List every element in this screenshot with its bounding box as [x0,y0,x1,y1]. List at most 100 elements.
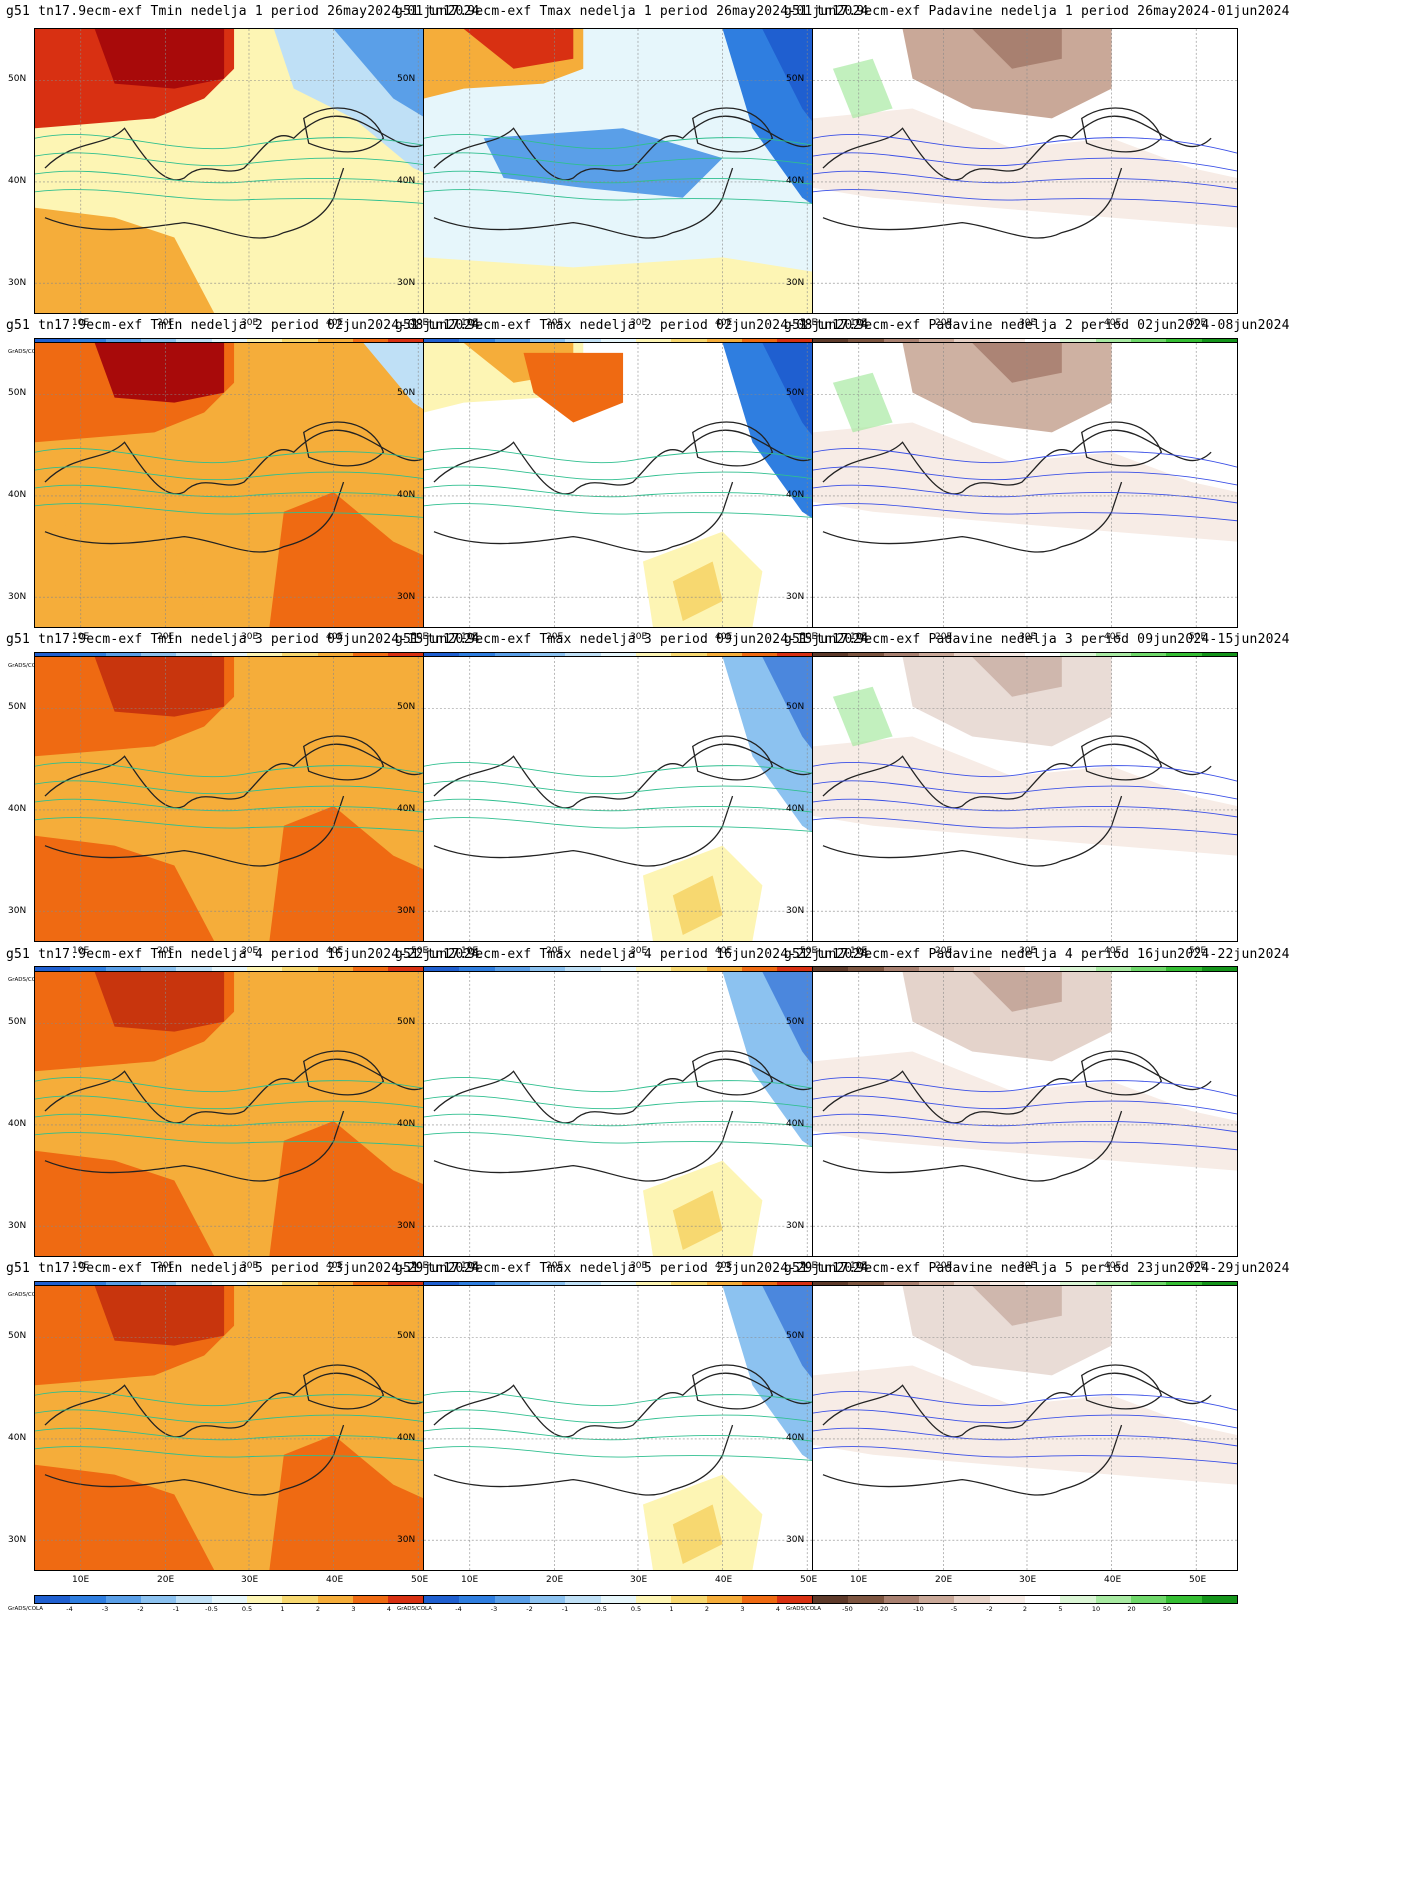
panel-title: g51 tn17.9ecm-exf Tmin nedelja 1 period … [6,4,480,19]
panel-title: g51 tn17.9ecm-exf Tmax nedelja 1 period … [395,4,869,19]
map-panel-padavine-week-4: g51 tn17.9ecm-exf Padavine nedelja 4 per… [784,947,1289,1305]
latitude-label: 40N [786,490,805,500]
anomaly-field [483,128,723,198]
latitude-label: 30N [8,1535,27,1545]
grads-watermark: GrADS/COLA [786,1606,821,1612]
latitude-label: 30N [397,592,416,602]
colorbar-tick-label: -0.5 [205,1605,218,1613]
anomaly-field [35,207,215,313]
contour-line [35,189,459,208]
contour-line [424,1391,848,1411]
colorbar-swatch [246,1596,283,1603]
contour-line [424,448,848,468]
contour-line [813,466,1237,486]
longitude-label: 20E [157,318,175,328]
latitude-label: 40N [8,1433,27,1443]
colorbar-ticks: -50 -20 -10 -5 -2 2 5 10 20 50 [812,1605,1238,1615]
coastline [822,1058,1212,1182]
longitude-label: 40E [1104,1261,1122,1271]
map-panel-padavine-week-3: g51 tn17.9ecm-exf Padavine nedelja 3 per… [784,632,1289,990]
colorbar-swatch [741,967,778,974]
longitude-label: 50E [411,1575,429,1585]
contour-line [813,1427,1237,1447]
colorbar [423,1595,849,1604]
latitude-label: 50N [397,74,416,84]
anomaly-field [832,58,893,119]
latitude-label: 30N [786,278,805,288]
grads-watermark: GrADS/COLA [8,663,43,669]
anomaly-field [35,521,215,627]
panel-title: g51 tn17.9ecm-exf Tmin nedelja 5 period … [6,1261,480,1276]
colorbar-swatch [1060,967,1096,974]
panel-title: g51 tn17.9ecm-exf Padavine nedelja 1 per… [784,4,1290,19]
longitude-label: 40E [1104,946,1122,956]
contour-line [813,1077,1237,1097]
anomaly-field [972,972,1062,1012]
contour-line [813,1409,1237,1429]
anomaly-field [672,1504,723,1565]
colorbar-swatch [1166,1596,1202,1603]
longitude-label: 30E [1019,1575,1037,1585]
map-panel-padavine-week-2: g51 tn17.9ecm-exf Padavine nedelja 2 per… [784,318,1289,676]
longitude-label: 20E [935,1575,953,1585]
colorbar-swatch [35,967,71,974]
colorbar-tick-label: 2 [1022,1605,1028,1613]
coastline [822,115,1212,239]
colorbar-swatch [424,967,460,974]
contour-line [424,503,848,522]
colorbar-tick-label: 1 [669,1605,674,1613]
longitude-label: 30E [241,946,259,956]
colorbar-swatch [424,1596,460,1603]
panel-title: g51 tn17.9ecm-exf Padavine nedelja 2 per… [784,318,1290,333]
colorbar-swatch [35,1596,71,1603]
latitude-label: 30N [8,1221,27,1231]
anomaly-field [902,1286,1112,1376]
colorbar-tick-label: 4 [386,1605,392,1613]
contour-line [813,1446,1237,1465]
map-panel-tmax-week-5: g51 tn17.9ecm-exf Tmax nedelja 5 period … [395,1261,868,1619]
colorbar-swatch [989,967,1025,974]
contour-line [35,762,459,782]
coastline [433,1058,823,1182]
colorbar-swatch [282,967,318,974]
coastline [822,1372,1212,1496]
longitude-label: 50E [1189,1575,1207,1585]
longitude-label: 50E [800,318,818,328]
latitude-label: 40N [397,804,416,814]
contour-line [35,1409,459,1429]
contour-line [813,1095,1237,1115]
latitude-label: 40N [8,490,27,500]
longitude-label: 20E [546,946,564,956]
colorbar-tick-label: -3 [101,1605,109,1613]
latitude-label: 50N [8,388,27,398]
black-sea-coastline [1081,1050,1163,1096]
colorbar-swatch [883,967,919,974]
longitude-label: 40E [715,1575,733,1585]
colorbar-swatch [1201,1596,1237,1603]
colorbar-swatch [1095,967,1131,974]
colorbar-tick-label: 0.5 [241,1605,253,1613]
black-sea-coastline [303,107,385,153]
coastline [433,429,823,553]
longitude-label: 30E [630,632,648,642]
black-sea-coastline [303,1364,385,1410]
coastline [44,115,434,239]
latitude-label: 30N [397,1535,416,1545]
colorbar-swatch [246,967,283,974]
contour-line [35,134,459,154]
longitude-label: 10E [72,318,90,328]
longitude-label: 10E [461,632,479,642]
longitude-label: 10E [461,946,479,956]
colorbar-swatch [848,967,884,974]
colorbar [812,1595,1238,1604]
colorbar-swatch [70,1596,106,1603]
map-area [812,971,1238,1257]
latitude-label: 40N [8,804,27,814]
longitude-label: 10E [850,1261,868,1271]
longitude-label: 30E [1019,1261,1037,1271]
latitude-label: 30N [786,906,805,916]
contour-line [813,817,1237,836]
black-sea-coastline [1081,107,1163,153]
contour-line [424,189,848,208]
contour-line [424,1132,848,1151]
